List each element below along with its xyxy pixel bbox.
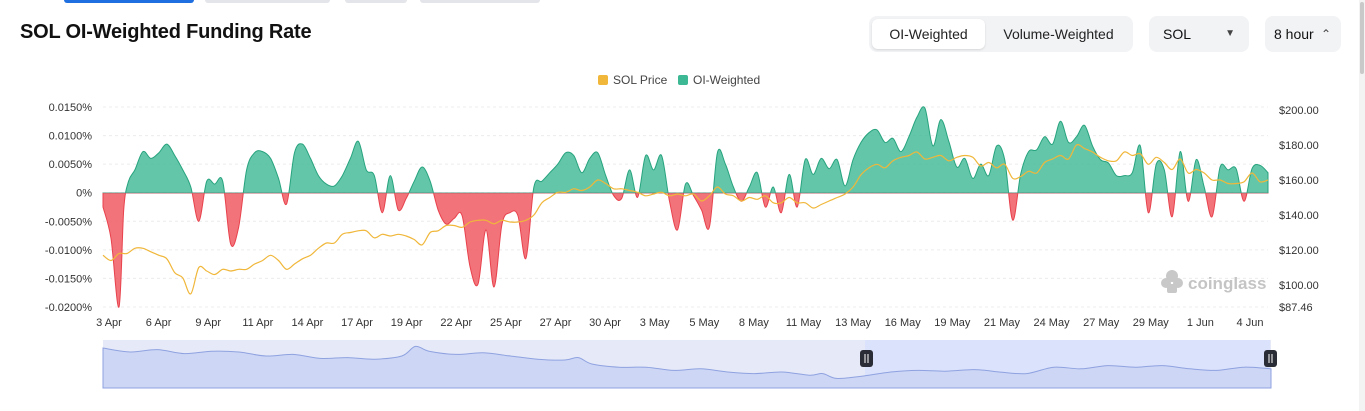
watermark: coinglass — [1161, 270, 1266, 293]
x-tick-label: 27 May — [1083, 317, 1120, 329]
x-tick-label: 22 Apr — [440, 317, 472, 329]
x-tick-label: 24 May — [1034, 317, 1071, 329]
sol-price-line — [102, 144, 1269, 295]
interval-select-value: 8 hour — [1274, 26, 1314, 42]
x-tick-label: 14 Apr — [292, 317, 324, 329]
toggle-volume-weighted[interactable]: Volume-Weighted — [1003, 26, 1114, 42]
navigator — [102, 340, 1277, 389]
watermark-text: coinglass — [1188, 274, 1266, 293]
funding-positive-area — [102, 106, 1269, 193]
x-tick-label: 17 Apr — [341, 317, 373, 329]
y-right-tick-label: $160.00 — [1279, 175, 1319, 187]
x-axis: 3 Apr 6 Apr 9 Apr 11 Apr 14 Apr 17 Apr 19 Apr 2… — [96, 317, 1263, 329]
x-tick-label: 30 Apr — [589, 317, 621, 329]
y-right-tick-label: $87.46 — [1279, 302, 1313, 314]
chevron-down-icon: ▼ — [1225, 28, 1235, 39]
legend-label-sol-price[interactable]: SOL Price — [613, 73, 668, 87]
x-tick-label: 5 May — [689, 317, 719, 329]
y-right-tick-label: $120.00 — [1279, 245, 1319, 257]
y-left-tick-label: -0.0150% — [45, 273, 92, 285]
y-left-tick-label: -0.0100% — [45, 245, 92, 257]
weighting-toggle: OI-Weighted Volume-Weighted — [869, 16, 1133, 52]
updown-chevron-icon: ⌃ — [1320, 27, 1331, 41]
top-tab[interactable] — [420, 0, 540, 3]
x-tick-label: 11 May — [786, 317, 822, 329]
navigator-handle-right[interactable] — [1264, 350, 1277, 367]
toggle-oi-weighted[interactable]: OI-Weighted — [872, 19, 985, 49]
x-tick-label: 25 Apr — [490, 317, 522, 329]
x-tick-label: 21 May — [984, 317, 1021, 329]
x-tick-label: 13 May — [835, 317, 872, 329]
symbol-select[interactable]: SOL ▼ — [1149, 16, 1249, 52]
page-title: SOL OI-Weighted Funding Rate — [20, 21, 312, 43]
y-axis-right: $200.00 $180.00 $160.00 $140.00 $120.00 $100.… — [1279, 105, 1319, 314]
y-left-tick-label: 0% — [76, 188, 92, 200]
x-tick-label: 4 Jun — [1237, 317, 1264, 329]
legend-swatch-oi-weighted — [678, 75, 688, 85]
y-right-tick-label: $100.00 — [1279, 280, 1319, 292]
x-tick-label: 6 Apr — [146, 317, 172, 329]
x-tick-label: 8 May — [739, 317, 769, 329]
y-left-tick-label: 0.0050% — [49, 159, 93, 171]
navigator-handle-left[interactable] — [860, 350, 873, 367]
grid-lines — [103, 106, 1268, 308]
navigator-series-area — [102, 345, 1272, 389]
symbol-select-value: SOL — [1163, 26, 1192, 42]
x-tick-label: 3 May — [640, 317, 670, 329]
y-left-tick-label: -0.0200% — [45, 302, 92, 314]
x-tick-label: 29 May — [1133, 317, 1170, 329]
y-left-tick-label: 0.0150% — [49, 102, 93, 114]
x-tick-label: 9 Apr — [195, 317, 221, 329]
page-scrollbar[interactable] — [1359, 0, 1365, 411]
y-right-tick-label: $180.00 — [1279, 140, 1319, 152]
top-tab-strip — [0, 0, 1365, 6]
y-left-tick-label: -0.0050% — [45, 216, 92, 228]
legend-label-oi-weighted[interactable]: OI-Weighted — [693, 73, 760, 87]
x-tick-label: 27 Apr — [540, 317, 572, 329]
top-tab[interactable] — [345, 0, 407, 3]
x-tick-label: 16 May — [885, 317, 922, 329]
x-tick-label: 1 Jun — [1187, 317, 1214, 329]
y-right-tick-label: $200.00 — [1279, 105, 1319, 117]
y-axis-left: 0.0150% 0.0100% 0.0050% 0% -0.0050% -0.0100% -… — [45, 102, 92, 314]
y-left-tick-label: 0.0100% — [49, 131, 93, 143]
x-tick-label: 19 Apr — [391, 317, 423, 329]
interval-select[interactable]: 8 hour ⌃ — [1265, 16, 1341, 52]
y-right-tick-label: $140.00 — [1279, 210, 1319, 222]
top-tab[interactable] — [205, 0, 330, 3]
legend-swatch-sol-price — [598, 75, 608, 85]
chart-legend: SOL Price OI-Weighted — [598, 73, 760, 87]
scrollbar-thumb[interactable] — [1360, 2, 1364, 74]
x-tick-label: 11 Apr — [242, 317, 273, 329]
x-tick-label: 19 May — [934, 317, 971, 329]
funding-negative-area — [102, 193, 1269, 308]
x-tick-label: 3 Apr — [96, 317, 122, 329]
top-tab-active[interactable] — [64, 0, 194, 3]
